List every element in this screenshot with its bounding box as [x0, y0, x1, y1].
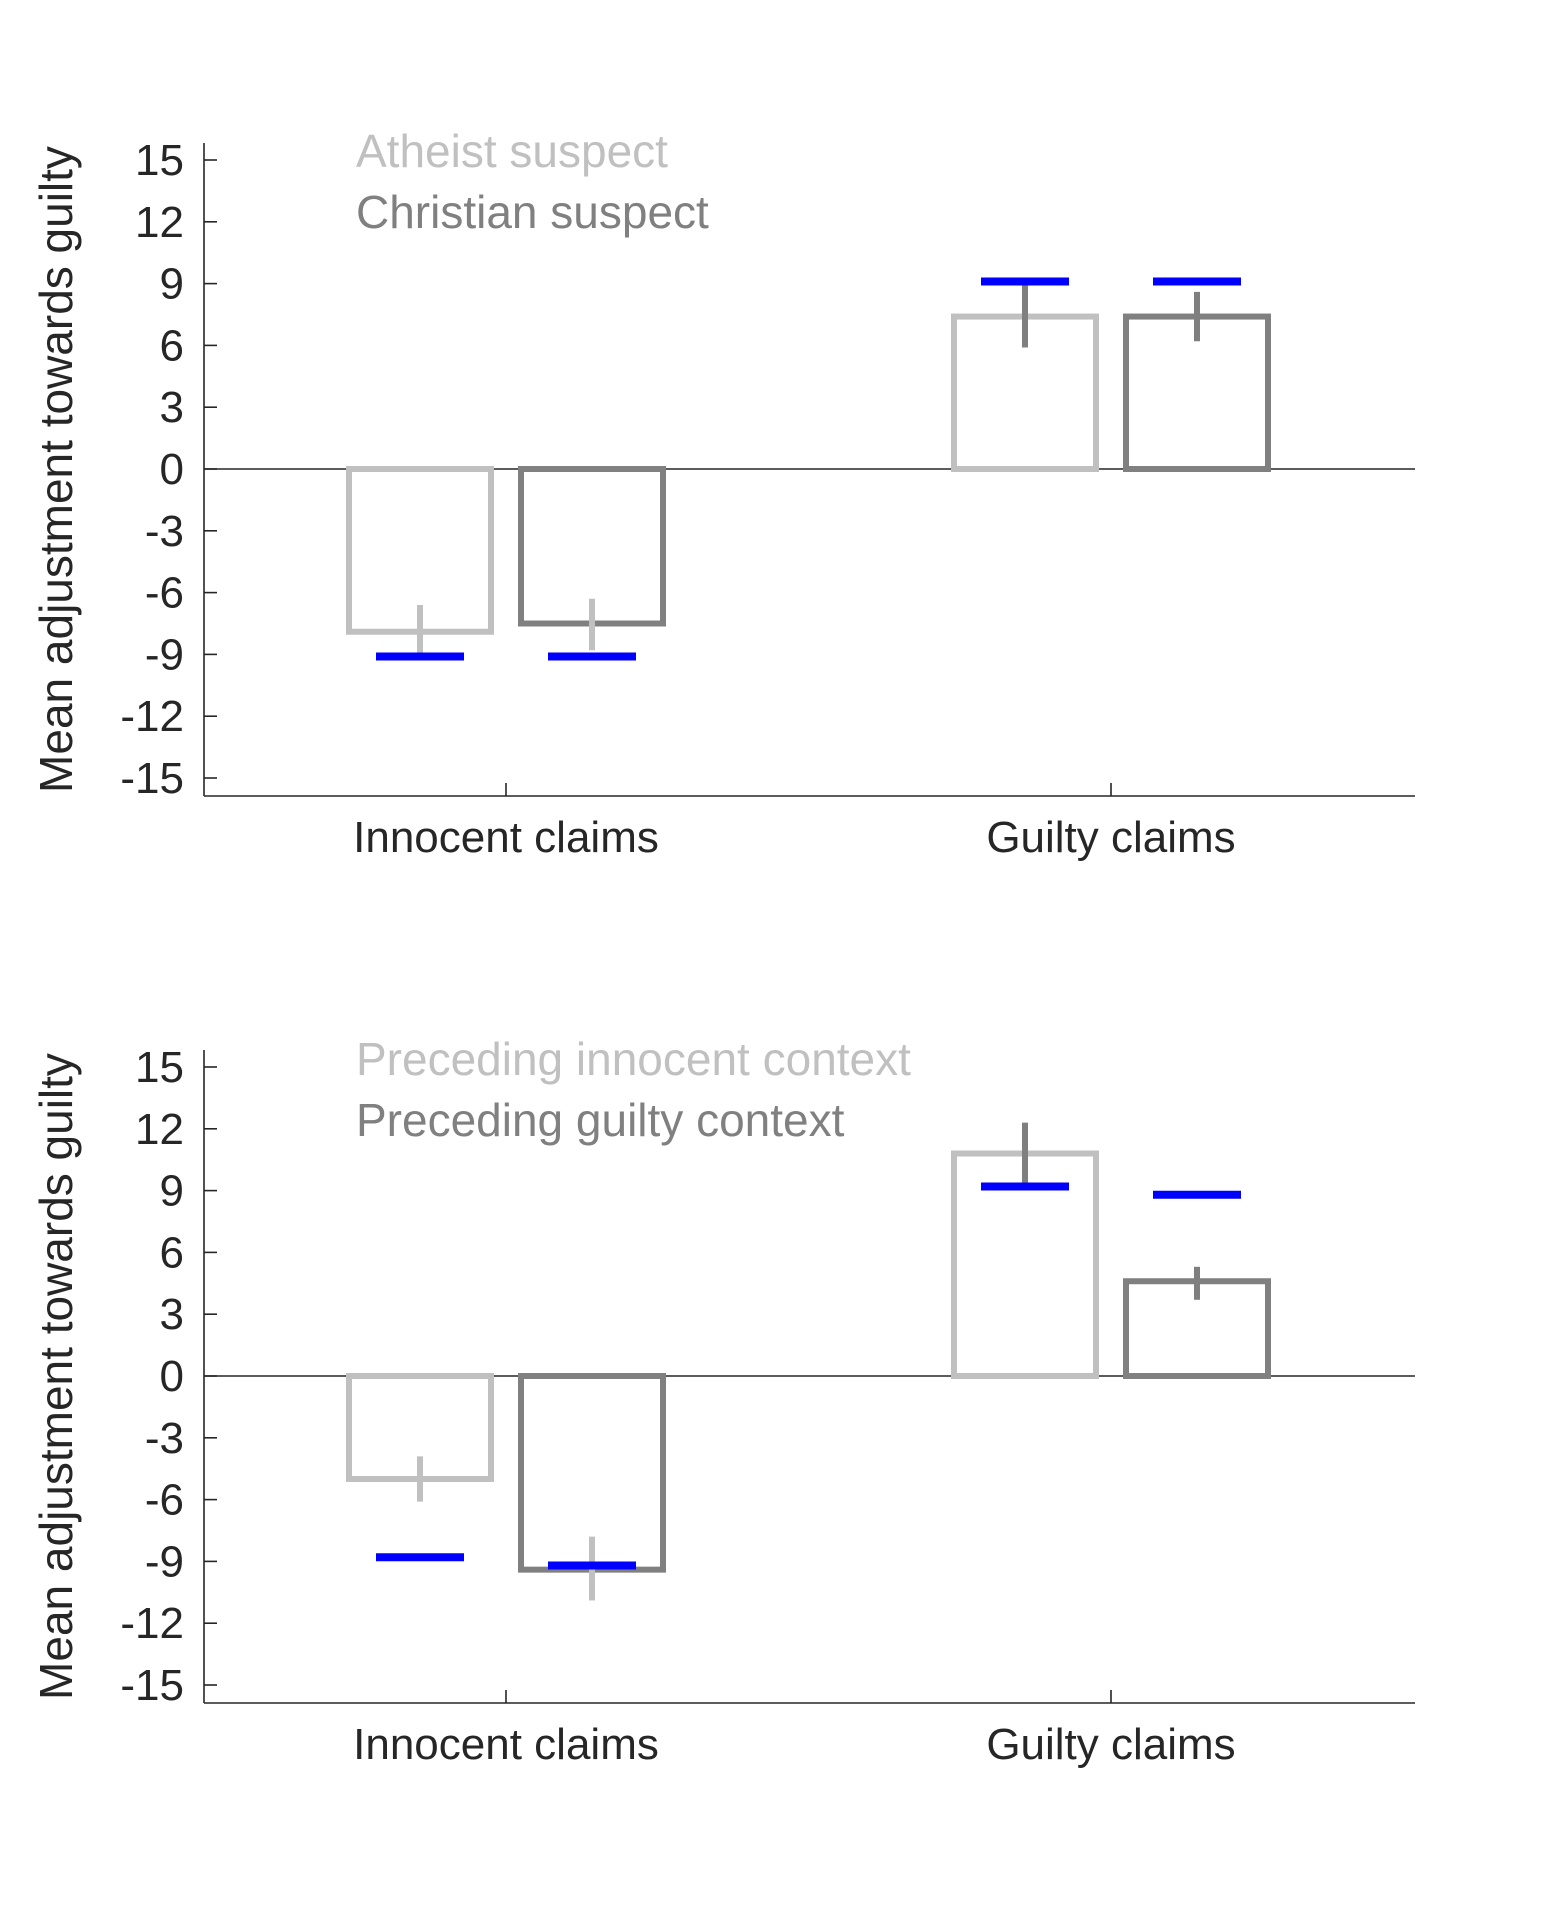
y-tick-label: 6 [160, 1228, 184, 1277]
legend-entry: Atheist suspect [356, 125, 668, 177]
y-tick-label: -9 [145, 1537, 184, 1586]
y-tick-label: 15 [135, 1043, 184, 1092]
legend-entry: Preceding guilty context [356, 1094, 845, 1146]
y-tick-label: 9 [160, 1167, 184, 1216]
y-tick-label: 0 [160, 445, 184, 494]
x-tick-label: Guilty claims [986, 1720, 1235, 1769]
y-tick-label: 12 [135, 198, 184, 247]
y-tick-label: -3 [145, 507, 184, 556]
y-tick-label: 0 [160, 1352, 184, 1401]
y-tick-label: 9 [160, 260, 184, 309]
y-tick-label: -15 [120, 754, 184, 803]
x-tick-label: Innocent claims [353, 813, 659, 862]
y-axis-label: Mean adjustment towards guilty [30, 146, 82, 793]
legend-entry: Christian suspect [356, 186, 709, 238]
chart-panel-1: 15 12 9 6 3 0 -3 -6 -9 -12 -15 Innocent claims Guilt… [30, 125, 1415, 862]
y-axis-label: Mean adjustment towards guilty [30, 1053, 82, 1700]
y-tick-label: 12 [135, 1105, 184, 1154]
y-tick-label: -12 [120, 1599, 184, 1648]
y-tick-label: -9 [145, 630, 184, 679]
y-tick-label: 3 [160, 1290, 184, 1339]
y-tick-label: 6 [160, 321, 184, 370]
y-tick-label: -12 [120, 692, 184, 741]
y-tick-label: -15 [120, 1661, 184, 1710]
y-tick-label: -3 [145, 1414, 184, 1463]
y-tick-label: 15 [135, 136, 184, 185]
y-tick-label: -6 [145, 569, 184, 618]
x-tick-label: Innocent claims [353, 1720, 659, 1769]
y-tick-label: 3 [160, 383, 184, 432]
legend-entry: Preceding innocent context [356, 1033, 911, 1085]
x-tick-label: Guilty claims [986, 813, 1235, 862]
chart-panel-2: 15 12 9 6 3 0 -3 -6 -9 -12 -15 Innocent claims Guilt… [30, 1033, 1415, 1769]
y-tick-label: -6 [145, 1476, 184, 1525]
